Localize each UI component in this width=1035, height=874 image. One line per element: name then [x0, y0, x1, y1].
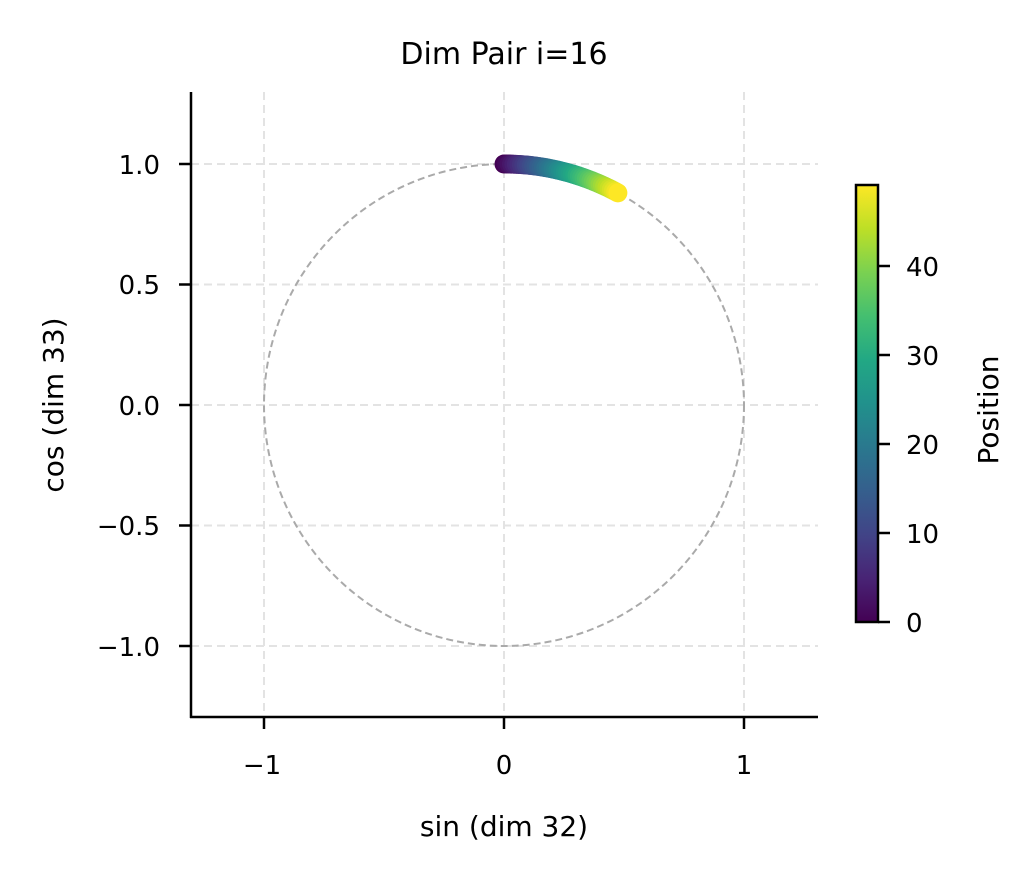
chart-title: Dim Pair i=16	[400, 37, 607, 72]
colorbar-tick-label: 20	[906, 431, 939, 461]
y-tick-label: 0.0	[119, 392, 160, 422]
scatter-points	[494, 154, 628, 203]
colorbar-label: Position	[972, 355, 1005, 464]
x-tick-label: −1	[243, 751, 281, 781]
x-tick-label: 1	[736, 751, 753, 781]
unit-circle	[263, 163, 745, 647]
colorbar-tick-label: 30	[906, 342, 939, 372]
grid	[191, 92, 818, 717]
scatter-point	[608, 183, 628, 203]
colorbar-tick-label: 0	[906, 609, 923, 639]
y-axis-label: cos (dim 33)	[37, 317, 70, 492]
plot-area: −1 0 1 1.0 0.5 0.0 −0.5 −1.0 sin (dim 32…	[37, 92, 818, 843]
y-tick-label: −1.0	[97, 633, 160, 663]
y-tick-label: 0.5	[119, 271, 160, 301]
x-ticks	[262, 717, 746, 729]
y-tick-label: −0.5	[97, 512, 160, 542]
x-axis-label: sin (dim 32)	[420, 810, 588, 843]
colorbar-ticks	[878, 264, 890, 624]
x-tick-label: 0	[496, 751, 513, 781]
colorbar: 0 10 20 30 40 Position	[854, 183, 1005, 639]
y-tick-label: 1.0	[119, 151, 160, 181]
y-ticks	[179, 162, 191, 648]
colorbar-gradient	[854, 183, 880, 624]
colorbar-tick-label: 40	[906, 253, 939, 283]
colorbar-tick-label: 10	[906, 520, 939, 550]
